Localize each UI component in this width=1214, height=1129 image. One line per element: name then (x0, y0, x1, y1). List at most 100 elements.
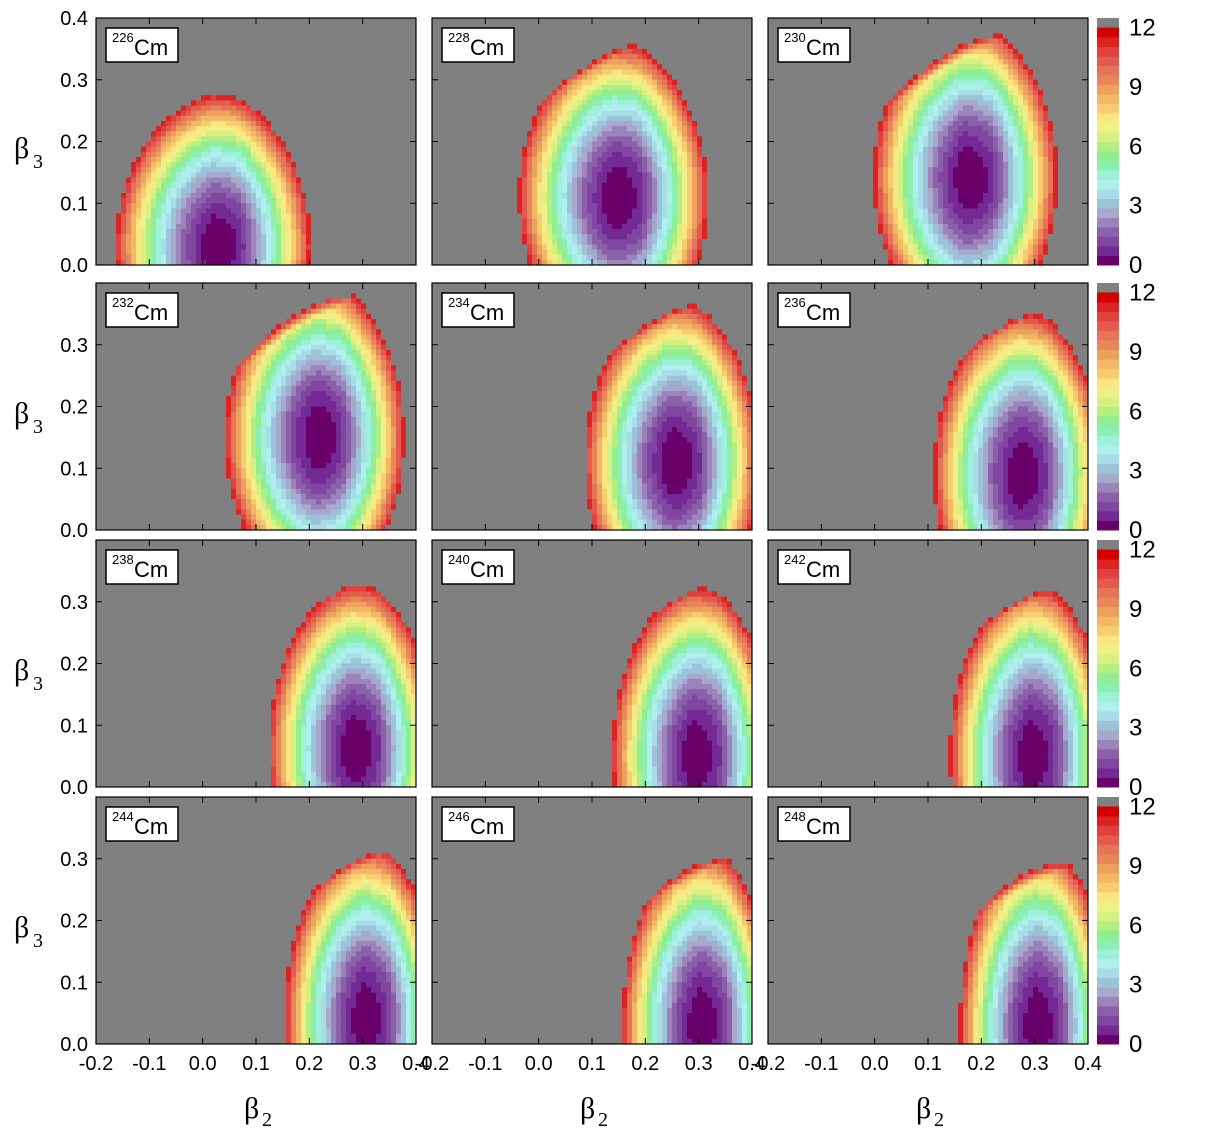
colorbar-segment (1097, 958, 1119, 969)
pes-panel-226: 226 Cm (95, 17, 417, 266)
pes-panel-246: 246 Cm (431, 796, 753, 1045)
colorbar-segment (1097, 711, 1119, 721)
nucleus-label-240: 240 Cm (441, 549, 515, 585)
pes-panel-230: 230 Cm (767, 17, 1089, 266)
colorbar-segment (1097, 520, 1119, 531)
x-axis-label: β (244, 1092, 259, 1125)
colorbar-segment (1097, 901, 1119, 912)
colorbar-segment (1097, 882, 1119, 893)
colorbar-segment (1097, 825, 1119, 836)
x-axis-label-sub: 2 (262, 1109, 272, 1129)
pes-surface (768, 797, 1088, 1044)
nucleus-mass: 242 (784, 552, 806, 567)
colorbar-segment (1097, 160, 1119, 171)
y-tick-label: 0.1 (60, 193, 88, 215)
y-tick-label: 0.1 (60, 715, 88, 737)
colorbar-segment (1097, 549, 1119, 560)
colorbar-tick-label: 9 (1129, 339, 1142, 366)
y-axis-label-sub: 3 (33, 930, 43, 952)
colorbar-segment (1097, 597, 1119, 607)
colorbar-segment (1097, 416, 1119, 426)
nucleus-element: Cm (134, 814, 168, 839)
nucleus-mass: 226 (112, 30, 134, 45)
x-tick-label: 0.0 (189, 1053, 217, 1075)
y-tick-label: 0.4 (60, 8, 88, 30)
y-tick-label: 0.3 (60, 849, 88, 871)
nucleus-element: Cm (806, 35, 840, 60)
colorbar-tick-label: 12 (1129, 15, 1156, 42)
colorbar-segment (1097, 939, 1119, 950)
x-axis-label-sub: 2 (934, 1109, 944, 1129)
colorbar-segment (1097, 56, 1119, 66)
nucleus-label-230: 230 Cm (777, 27, 851, 63)
colorbar-segment (1097, 463, 1119, 474)
colorbar-segment (1097, 46, 1119, 57)
x-tick-label: -0.1 (132, 1053, 166, 1075)
colorbar-segment (1097, 863, 1119, 874)
nucleus-label-226: 226 Cm (105, 27, 179, 63)
x-tick-label: 0.4 (1074, 1053, 1102, 1075)
colorbar-segment (1097, 996, 1119, 1007)
nucleus-element: Cm (134, 300, 168, 325)
pes-surface (96, 797, 416, 1044)
colorbar-segment (1097, 930, 1119, 940)
colorbar-segment (1097, 227, 1119, 237)
colorbar-overflow (1097, 18, 1119, 28)
colorbar-tick-label: 0 (1129, 774, 1142, 801)
y-tick-label: 0.3 (60, 70, 88, 92)
colorbar-segment (1097, 616, 1119, 626)
y-tick-label: 0.0 (60, 1034, 88, 1056)
x-tick-label: 0.0 (861, 1053, 889, 1075)
colorbar-segment (1097, 170, 1119, 180)
x-tick-label: 0.4 (402, 1053, 430, 1075)
y-tick-label: 0.2 (60, 132, 88, 154)
pes-panel-236: 236 Cm (767, 282, 1089, 531)
colorbar-segment (1097, 151, 1119, 161)
colorbar-overflow (1097, 283, 1119, 293)
colorbar-segment (1097, 113, 1119, 123)
x-axis-label: β (916, 1092, 931, 1125)
x-tick-label: -0.2 (415, 1053, 449, 1075)
x-tick-label: 0.1 (578, 1053, 606, 1075)
colorbar-segment (1097, 37, 1119, 47)
nucleus-label-236: 236 Cm (777, 292, 851, 328)
nucleus-element: Cm (470, 300, 504, 325)
nucleus-mass: 228 (448, 30, 470, 45)
colorbar-segment (1097, 425, 1119, 436)
colorbar-segment (1097, 777, 1119, 788)
nucleus-element: Cm (470, 35, 504, 60)
colorbar-segment (1097, 854, 1119, 864)
nucleus-element: Cm (134, 557, 168, 582)
colorbar-segment (1097, 663, 1119, 674)
colorbar-segment (1097, 1006, 1119, 1016)
colorbar-segment (1097, 949, 1119, 959)
pes-surface (768, 283, 1088, 530)
x-tick-label: 0.3 (685, 1053, 713, 1075)
pes-panel-232: 232 Cm (95, 282, 417, 531)
pes-panel-242: 242 Cm (767, 539, 1089, 788)
colorbar-segment (1097, 349, 1119, 360)
y-tick-label: 0.3 (60, 335, 88, 357)
nucleus-element: Cm (806, 814, 840, 839)
x-tick-label: 0.1 (242, 1053, 270, 1075)
colorbar-segment (1097, 473, 1119, 483)
x-tick-label: 0.3 (1021, 1053, 1049, 1075)
y-axis-label-sub: 3 (33, 416, 43, 438)
colorbar-segment (1097, 208, 1119, 218)
colorbar-segment (1097, 311, 1119, 322)
x-tick-label: 0.2 (967, 1053, 995, 1075)
colorbar-segment (1097, 559, 1119, 569)
colorbar-tick-label: 0 (1129, 517, 1142, 544)
colorbar-segment (1097, 378, 1119, 388)
colorbar-segment (1097, 122, 1119, 133)
colorbar-segment (1097, 340, 1119, 350)
x-tick-label: 0.1 (914, 1053, 942, 1075)
y-axis-label-sub: 3 (33, 151, 43, 173)
colorbar-segment (1097, 406, 1119, 417)
colorbar-segment (1097, 454, 1119, 464)
nucleus-element: Cm (470, 557, 504, 582)
y-tick-label: 0.0 (60, 255, 88, 277)
colorbar-segment (1097, 635, 1119, 645)
colorbar-segment (1097, 720, 1119, 731)
